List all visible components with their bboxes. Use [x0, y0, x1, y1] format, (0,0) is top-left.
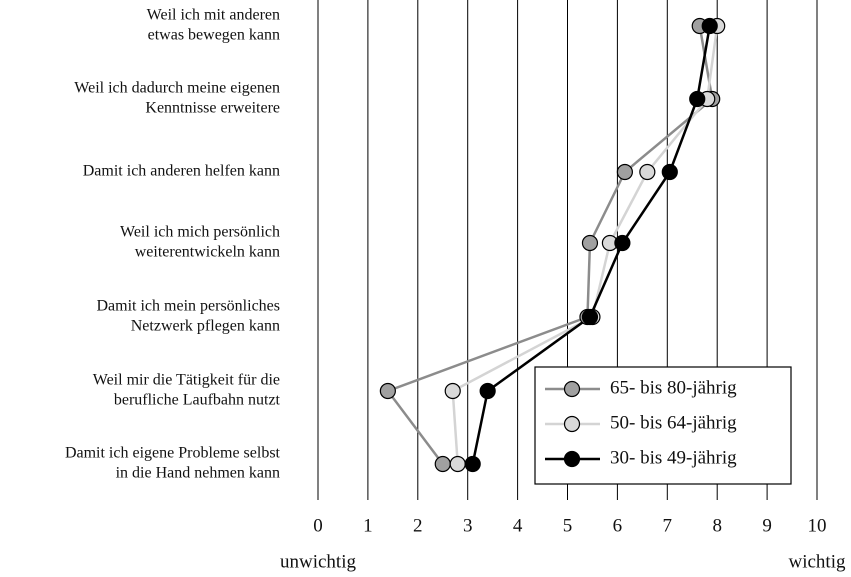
data-point: [444, 382, 461, 400]
data-point: [689, 90, 706, 108]
x-tick-label: 5: [563, 515, 573, 536]
data-point: [581, 308, 599, 326]
data-point: [464, 455, 481, 473]
x-tick-label: 6: [613, 515, 623, 536]
category-label: in die Hand nehmen kann: [116, 465, 280, 482]
legend: 65- bis 80-jährig 50- bis 64-jährig 30- bi…: [534, 366, 792, 485]
low-label: unwichtig: [280, 551, 356, 572]
data-point: [701, 17, 718, 35]
x-tick-label: 9: [762, 515, 772, 536]
category-label: berufliche Laufbahn nutzt: [114, 392, 281, 409]
category-label: Kenntnisse erweitere: [145, 100, 280, 117]
data-point: [639, 163, 656, 181]
x-tick-label: 7: [663, 515, 673, 536]
data-point: [479, 382, 496, 400]
category-label: Netzwerk pflegen kann: [131, 318, 280, 335]
data-point: [661, 163, 678, 181]
legend-label: 30- bis 49-jährig: [610, 447, 737, 468]
data-point: [581, 234, 599, 252]
legend-marker: [563, 415, 581, 433]
legend-marker: [563, 450, 581, 468]
data-point: [614, 234, 631, 252]
category-label: Damit ich anderen helfen kann: [83, 163, 280, 180]
category-label: Weil mir die Tätigkeit für die: [93, 372, 280, 389]
x-tick-label: 3: [463, 515, 473, 536]
category-label: Damit ich mein persönliches: [96, 298, 280, 315]
category-label: Weil ich mit anderen: [147, 7, 280, 24]
category-label: Damit ich eigene Probleme selbst: [65, 445, 281, 462]
data-point: [434, 455, 451, 473]
category-label: weiterentwickeln kann: [135, 244, 280, 261]
category-label: Weil ich mich persönlich: [120, 224, 280, 241]
data-point: [616, 163, 633, 181]
legend-label: 50- bis 64-jährig: [610, 412, 737, 433]
legend-marker: [563, 380, 581, 398]
x-tick-label: 8: [712, 515, 722, 536]
high-label: wichtig: [789, 551, 846, 572]
data-point: [379, 382, 396, 400]
data-point: [449, 455, 466, 473]
x-tick-label: 10: [808, 515, 827, 536]
x-tick-label: 2: [413, 515, 423, 536]
x-tick-label: 1: [363, 515, 373, 536]
category-label: etwas bewegen kann: [148, 27, 280, 44]
x-tick-label: 4: [513, 515, 523, 536]
category-label: Weil ich dadurch meine eigenen: [74, 80, 280, 97]
x-tick-label: 0: [313, 515, 323, 536]
legend-label: 65- bis 80-jährig: [610, 377, 737, 398]
